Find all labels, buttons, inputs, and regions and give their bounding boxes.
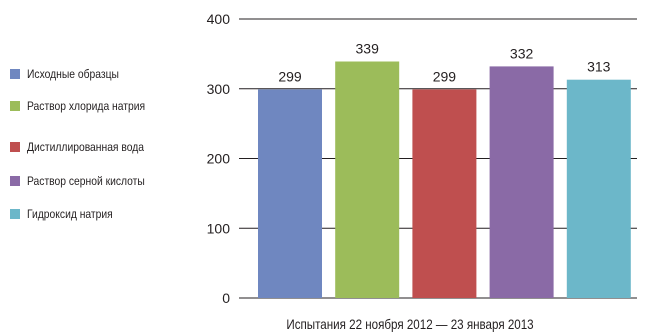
bars [258, 61, 631, 299]
y-tick-label: 300 [207, 81, 231, 97]
legend-swatch [10, 176, 20, 186]
data-label-3: 299 [433, 68, 457, 84]
legend: Исходные образцы Раствор хлорида натрия Ди… [10, 0, 210, 336]
legend-swatch [10, 209, 20, 219]
legend-label: Дистиллированная вода [27, 140, 145, 154]
legend-swatch [10, 69, 20, 79]
legend-item-3: Дистиллированная вода [10, 140, 163, 154]
x-axis-title: Испытания 22 ноября 2012 — 23 января 201… [286, 317, 533, 332]
legend-label: Исходные образцы [27, 67, 119, 81]
bar-3 [412, 89, 477, 299]
bar-2 [335, 61, 400, 298]
y-axis-ticks: 0 100 200 300 400 [207, 11, 231, 306]
legend-swatch [10, 142, 20, 152]
legend-item-5: Гидроксид натрия [10, 207, 127, 221]
bar-1 [258, 89, 322, 299]
legend-item-4: Раствор серной кислоты [10, 174, 164, 188]
y-tick-label: 400 [207, 11, 231, 27]
bar-4 [489, 66, 554, 299]
y-tick-label: 200 [207, 151, 231, 167]
data-labels: 299 339 299 332 313 [278, 41, 610, 85]
y-tick-label: 100 [207, 220, 231, 236]
data-label-2: 339 [356, 41, 380, 57]
legend-label: Раствор хлорида натрия [27, 99, 146, 113]
legend-label: Гидроксид натрия [27, 207, 113, 221]
data-label-5: 313 [587, 59, 611, 75]
legend-swatch [10, 101, 20, 111]
data-label-4: 332 [510, 45, 534, 61]
legend-label: Раствор серной кислоты [27, 174, 145, 188]
legend-item-1: Исходные образцы [10, 67, 134, 81]
data-label-1: 299 [278, 68, 302, 84]
legend-item-2: Раствор хлорида натрия [10, 99, 164, 113]
y-tick-label: 0 [222, 290, 230, 306]
bar-5 [566, 79, 631, 298]
